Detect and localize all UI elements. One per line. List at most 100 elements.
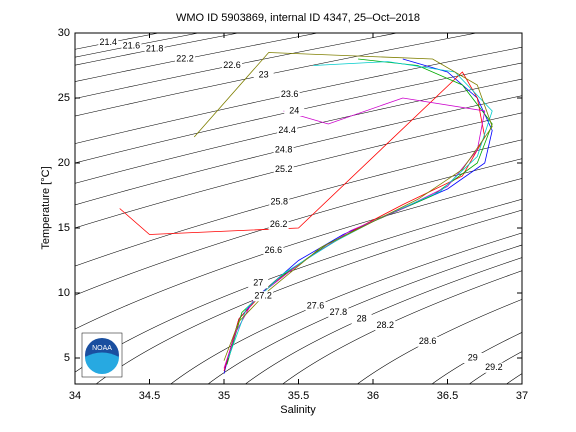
- contour-label: 27.6: [307, 300, 325, 310]
- contour-label-bg: [305, 301, 326, 311]
- contour-label-group: 27.8: [328, 307, 349, 318]
- x-tick-label: 36: [367, 390, 379, 402]
- profile-line: [228, 61, 493, 359]
- density-contour: [75, 62, 522, 164]
- x-tick-label: 35.5: [288, 390, 309, 402]
- contour-label-group: 22.2: [174, 53, 195, 64]
- contour-label-group: 21.4: [98, 37, 119, 48]
- contour-label: 22.6: [223, 60, 241, 70]
- contour-label-group: 23: [253, 70, 274, 81]
- contour-label: 23: [259, 70, 269, 80]
- contour-label-bg: [284, 106, 305, 116]
- density-contour: [468, 351, 522, 384]
- density-contour: [75, 178, 522, 330]
- contour-label-group: 21.8: [144, 44, 165, 55]
- contour-label-group: 28: [351, 313, 372, 324]
- contour-label: 23.6: [281, 89, 299, 99]
- contour-label: 27: [253, 278, 263, 288]
- contour-label: 21.6: [123, 40, 141, 50]
- y-tick-label: 25: [58, 92, 70, 104]
- contour-label-bg: [98, 37, 119, 48]
- density-contour: [170, 232, 522, 384]
- logo-text: NOAA: [92, 345, 112, 352]
- contour-label: 29: [468, 352, 478, 362]
- density-contour: [75, 46, 522, 144]
- contour-label-group: 25.8: [269, 196, 290, 207]
- contour-label-bg: [253, 291, 274, 302]
- density-contour: [75, 158, 522, 296]
- contour-label: 25.2: [275, 164, 293, 174]
- contour-label-bg: [462, 353, 483, 363]
- contours: [75, 33, 522, 384]
- contour-label-group: 27.2: [253, 291, 274, 302]
- density-contour: [207, 244, 522, 384]
- contour-label: 26.2: [270, 219, 288, 229]
- x-axis-label: Salinity: [280, 404, 316, 416]
- contour-label: 27.2: [254, 291, 272, 301]
- contour-label: 21.4: [100, 37, 118, 47]
- contour-label: 28.6: [419, 336, 437, 346]
- contour-label-bg: [253, 70, 274, 81]
- density-contour: [75, 78, 522, 184]
- contour-label-bg: [269, 197, 290, 207]
- contour-label: 24: [289, 105, 299, 115]
- density-contour: [244, 257, 522, 384]
- contour-label-bg: [273, 164, 294, 175]
- y-tick-label: 30: [58, 27, 70, 39]
- contour-label-bg: [174, 54, 195, 64]
- x-tick-label: 34.5: [139, 390, 160, 402]
- contour-label-group: 24: [284, 105, 305, 116]
- density-contour: [75, 139, 522, 267]
- contour-label: 25.8: [271, 196, 289, 206]
- density-contour: [75, 33, 479, 117]
- density-contour: [506, 373, 522, 384]
- x-tick-label: 34: [69, 390, 81, 402]
- contour-label-group: 29: [462, 352, 483, 363]
- contour-label-bg: [273, 145, 294, 155]
- contour-label-group: 27: [248, 278, 269, 289]
- y-tick-label: 15: [58, 222, 70, 234]
- contour-label: 26.6: [265, 245, 283, 255]
- density-contour: [356, 299, 522, 384]
- density-contour: [95, 209, 522, 384]
- contour-label-group: 23.6: [279, 89, 300, 100]
- density-contour: [75, 33, 320, 82]
- contour-label-bg: [483, 362, 504, 373]
- chart-title: WMO ID 5903869, internal ID 4347, 25–Oct…: [176, 12, 420, 24]
- y-axis-label: Temperature [°C]: [40, 166, 52, 249]
- contour-label-group: 24.4: [277, 125, 298, 136]
- contour-label-group: 26.6: [263, 245, 284, 256]
- contour-label-bg: [328, 307, 349, 318]
- contour-label-group: 21.6: [121, 40, 142, 51]
- contour-label-bg: [263, 245, 284, 256]
- plot-frame: [74, 32, 523, 385]
- contour-label: 27.8: [330, 307, 348, 317]
- contour-label-group: 22.6: [222, 60, 243, 71]
- density-contour: [282, 270, 522, 384]
- profiles: [119, 52, 493, 374]
- contour-label: 24.4: [278, 125, 296, 135]
- contour-label-bg: [279, 89, 300, 100]
- contour-label-bg: [277, 125, 298, 136]
- contour-label-group: 28.6: [417, 336, 438, 347]
- contour-label-bg: [248, 278, 269, 289]
- density-contour: [431, 332, 522, 384]
- contour-label: 28: [357, 313, 367, 323]
- contour-label-group: 25.2: [273, 164, 294, 175]
- contour-label: 24.8: [275, 144, 293, 154]
- density-contour: [75, 198, 522, 373]
- contour-label-group: 26.2: [268, 219, 289, 230]
- contour-label-group: 24.8: [273, 144, 294, 155]
- contour-label: 28.2: [377, 320, 395, 330]
- contour-label-bg: [144, 44, 165, 55]
- contour-label: 21.8: [146, 44, 164, 54]
- contour-label: 29.2: [485, 362, 503, 372]
- noaa-logo: NOAA: [81, 332, 123, 378]
- profile-line: [119, 71, 486, 372]
- contour-label-bg: [268, 219, 289, 230]
- y-tick-label: 10: [58, 287, 70, 299]
- contour-label-bg: [375, 320, 396, 331]
- y-tick-label: 20: [58, 157, 70, 169]
- contour-label-bg: [351, 314, 372, 324]
